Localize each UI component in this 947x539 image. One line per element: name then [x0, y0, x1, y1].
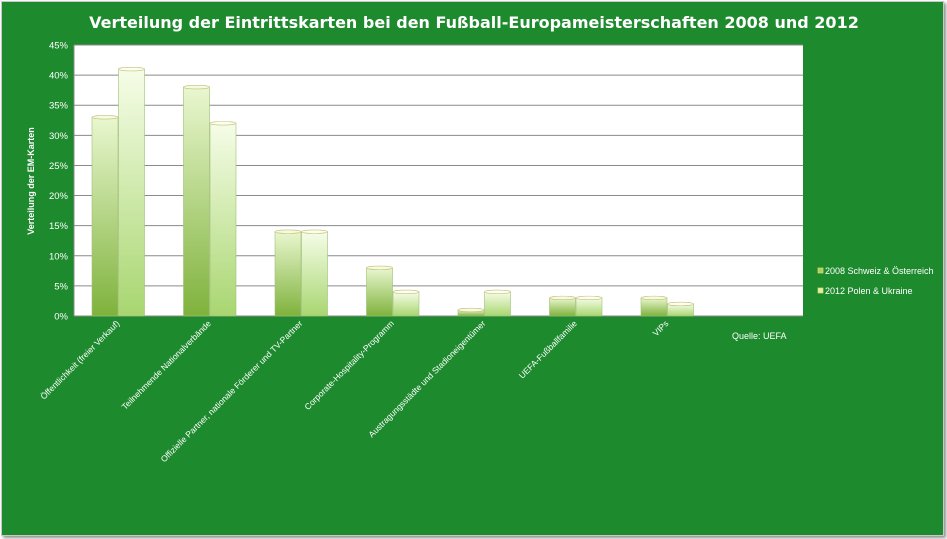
bar-2008 — [366, 267, 393, 317]
bars — [91, 66, 694, 317]
bar-cap — [209, 121, 237, 126]
y-tick-label: 45% — [49, 41, 69, 52]
y-tick-label: 30% — [49, 131, 69, 142]
y-tick-label: 40% — [49, 71, 69, 82]
category-labels: Öffentlichkeit (freier Verkauf)Teilnehme… — [38, 318, 670, 464]
legend: 2008 Schweiz & Österreich 2012 Polen & Uk… — [817, 266, 934, 296]
y-tick-label: 25% — [49, 161, 69, 172]
bar-cap — [667, 301, 694, 307]
bar-2008 — [183, 86, 210, 317]
y-tick-label: 35% — [49, 101, 69, 112]
bar-cap — [575, 295, 603, 301]
legend-swatch — [817, 287, 824, 294]
y-tick-label: 15% — [49, 221, 69, 232]
bar-cap — [549, 295, 576, 301]
category-label: Teilnehmende Nationalverbände — [120, 318, 213, 411]
bar-2012 — [484, 291, 511, 317]
legend-label: 2008 Schweiz & Österreich — [825, 266, 934, 276]
y-tick-label: 5% — [54, 281, 68, 292]
bar-2012 — [575, 297, 603, 317]
y-tick-label: 0% — [54, 312, 68, 323]
bar-2008 — [91, 116, 119, 317]
legend-label: 2012 Polen & Ukraine — [825, 286, 913, 296]
category-label: UEFA-Fußballfamilie — [517, 318, 579, 380]
bar-cap — [118, 66, 145, 72]
category-label: VIPs — [651, 318, 671, 338]
bar-cap — [301, 229, 328, 234]
bar-cap — [457, 307, 485, 313]
bar-2012 — [118, 68, 145, 317]
category-label: Offizielle Partner, nationale Förderer u… — [159, 318, 305, 464]
category-label: Corporate-Hospitality-Programm — [302, 318, 396, 412]
legend-swatch — [817, 267, 824, 274]
bar-2008 — [640, 297, 668, 317]
bar-cap — [366, 265, 393, 270]
bar-cap — [183, 85, 210, 90]
bar-cap — [91, 115, 119, 120]
bar-cap — [274, 229, 302, 234]
category-label: Öffentlichkeit (freier Verkauf) — [38, 318, 121, 401]
bar-2012 — [392, 291, 420, 317]
bar-cap — [484, 289, 511, 295]
bar-cap — [392, 289, 420, 295]
bar-2012 — [301, 231, 328, 317]
bar-2008 — [274, 231, 302, 317]
y-tick-label: 20% — [49, 191, 69, 202]
chart-title: Verteilung der Eintrittskarten bei den F… — [89, 13, 859, 32]
bar-2008 — [549, 297, 576, 317]
bar-2012 — [209, 122, 237, 317]
y-axis-ticks: 0% 5% 10% 15% 20% 25% 30% 35% 40% 45% — [49, 41, 69, 323]
source-note: Quelle: UEFA — [732, 331, 787, 341]
y-axis-label: Verteilung der EM-Karten — [26, 127, 36, 235]
y-tick-label: 10% — [49, 251, 69, 262]
bar-cap — [640, 295, 668, 301]
